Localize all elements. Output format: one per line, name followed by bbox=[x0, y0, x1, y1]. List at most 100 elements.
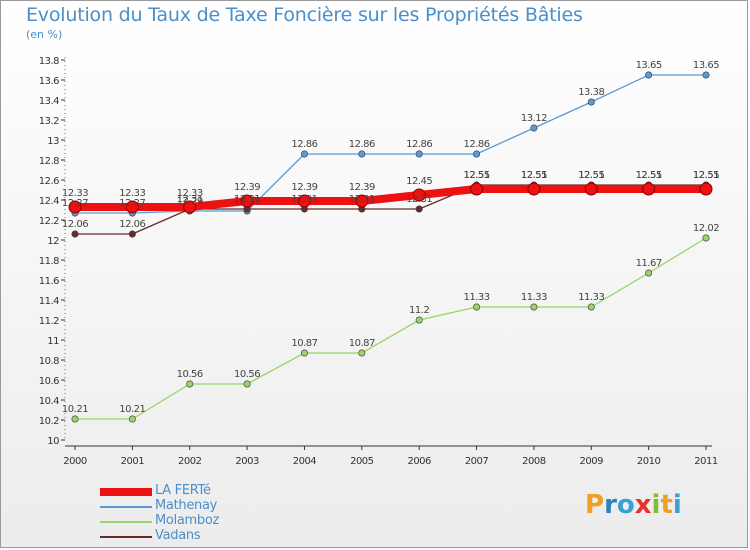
data-label-la-fert: 12.51 bbox=[636, 170, 662, 181]
series-line-molamboz bbox=[75, 237, 707, 420]
x-tick-label: 2011 bbox=[694, 456, 718, 467]
y-tick-label: 13 bbox=[47, 136, 59, 147]
data-point-molamboz bbox=[702, 234, 710, 242]
data-label-molamboz: 11.67 bbox=[636, 258, 662, 269]
logo-letter: i bbox=[651, 490, 661, 520]
data-label-mathenay: 12.29 bbox=[234, 196, 260, 207]
data-point-la-fert bbox=[412, 188, 426, 202]
data-point-la-fert bbox=[68, 200, 82, 214]
data-label-mathenay: 13.65 bbox=[636, 60, 662, 71]
y-tick-label: 10.8 bbox=[39, 356, 59, 367]
x-tick-label: 2010 bbox=[637, 456, 661, 467]
data-label-mathenay: 13.65 bbox=[693, 60, 719, 71]
y-tick-label: 11.4 bbox=[39, 296, 59, 307]
logo-letter: r bbox=[604, 490, 617, 520]
legend-label: Mathenay bbox=[155, 498, 218, 513]
data-label-vadans: 12.06 bbox=[62, 219, 88, 230]
x-tick-label: 2008 bbox=[522, 456, 546, 467]
data-label-molamboz: 10.56 bbox=[177, 369, 203, 380]
data-label-molamboz: 10.21 bbox=[62, 404, 88, 415]
data-point-vadans bbox=[71, 230, 79, 238]
x-tick-label: 2002 bbox=[178, 456, 202, 467]
logo-letter: i bbox=[672, 490, 682, 520]
data-label-mathenay: 12.86 bbox=[463, 139, 489, 150]
y-tick-label: 13.2 bbox=[39, 116, 59, 127]
y-tick-label: 12.4 bbox=[39, 196, 59, 207]
y-tick-label: 13.4 bbox=[39, 96, 59, 107]
data-label-vadans: 12.55 bbox=[463, 170, 489, 181]
y-tick-label: 13.8 bbox=[39, 56, 59, 67]
legend: LA FERTé Mathenay Molamboz Vadans bbox=[100, 483, 300, 544]
legend-swatch bbox=[100, 536, 152, 538]
x-tick-label: 2004 bbox=[293, 456, 317, 467]
logo-letter: o bbox=[616, 490, 635, 520]
logo-letter: x bbox=[634, 490, 652, 520]
data-point-la-fert bbox=[297, 194, 311, 208]
data-label-mathenay: 13.38 bbox=[578, 87, 604, 98]
data-label-la-fert: 12.51 bbox=[578, 170, 604, 181]
series-line-la-fert bbox=[75, 185, 706, 211]
data-point-mathenay bbox=[645, 71, 653, 79]
logo-letter: t bbox=[660, 490, 673, 520]
data-point-molamboz bbox=[71, 415, 79, 423]
data-point-molamboz bbox=[186, 380, 194, 388]
data-point-la-fert bbox=[642, 182, 656, 196]
series-la-fert bbox=[68, 182, 713, 214]
data-label-mathenay: 13.12 bbox=[521, 113, 547, 124]
data-point-mathenay bbox=[358, 150, 366, 158]
data-label-la-fert: 12.51 bbox=[521, 170, 547, 181]
logo-letter: P bbox=[585, 490, 605, 520]
y-tick-label: 10.2 bbox=[39, 416, 59, 427]
data-label-molamboz: 10.87 bbox=[349, 338, 375, 349]
data-label-vadans: 12.31 bbox=[406, 194, 432, 205]
data-label-la-fert: 12.39 bbox=[234, 182, 260, 193]
data-label-vadans: 12.31 bbox=[291, 194, 317, 205]
data-label-vadans: 12.31 bbox=[234, 194, 260, 205]
x-tick-label: 2006 bbox=[407, 456, 431, 467]
data-label-la-fert: 12.51 bbox=[693, 170, 719, 181]
y-unit-label: (en %) bbox=[26, 28, 63, 41]
data-label-mathenay: 12.86 bbox=[349, 139, 375, 150]
data-point-molamboz bbox=[645, 269, 653, 277]
data-label-mathenay: 12.27 bbox=[62, 198, 88, 209]
y-tick-label: 12 bbox=[47, 236, 59, 247]
data-point-mathenay bbox=[587, 98, 595, 106]
legend-item-vadans: Vadans bbox=[100, 528, 300, 544]
y-tick-label: 11 bbox=[47, 336, 59, 347]
data-point-la-fert bbox=[183, 200, 197, 214]
data-point-mathenay bbox=[473, 150, 481, 158]
legend-item-molamboz: Molamboz bbox=[100, 513, 300, 529]
chart-title: Evolution du Taux de Taxe Foncière sur l… bbox=[26, 4, 583, 26]
data-point-la-fert bbox=[125, 200, 139, 214]
legend-item-mathenay: Mathenay bbox=[100, 498, 300, 514]
y-tick-label: 12.2 bbox=[39, 216, 59, 227]
data-point-molamboz bbox=[243, 380, 251, 388]
y-tick-label: 11.2 bbox=[39, 316, 59, 327]
data-label-molamboz: 11.33 bbox=[521, 292, 547, 303]
data-point-molamboz bbox=[128, 415, 136, 423]
data-label-molamboz: 10.21 bbox=[119, 404, 145, 415]
data-label-la-fert: 12.51 bbox=[463, 170, 489, 181]
data-point-la-fert bbox=[527, 182, 541, 196]
data-label-la-fert: 12.45 bbox=[406, 176, 432, 187]
data-label-molamboz: 11.2 bbox=[409, 305, 429, 316]
data-label-vadans: 12.55 bbox=[636, 170, 662, 181]
data-point-la-fert bbox=[355, 194, 369, 208]
data-label-la-fert: 12.39 bbox=[349, 182, 375, 193]
data-point-la-fert bbox=[584, 182, 598, 196]
data-label-vadans: 12.55 bbox=[693, 170, 719, 181]
legend-swatch bbox=[100, 506, 152, 508]
legend-label: Vadans bbox=[155, 528, 201, 543]
data-label-molamboz: 10.56 bbox=[234, 369, 260, 380]
y-tick-label: 10.4 bbox=[39, 396, 59, 407]
y-tick-label: 12.6 bbox=[39, 176, 59, 187]
data-point-mathenay bbox=[530, 124, 538, 132]
data-point-molamboz bbox=[530, 303, 538, 311]
data-label-mathenay: 12.29 bbox=[177, 196, 203, 207]
x-tick-label: 2000 bbox=[63, 456, 87, 467]
data-point-mathenay bbox=[300, 150, 308, 158]
data-label-la-fert: 12.33 bbox=[177, 188, 203, 199]
data-label-la-fert: 12.39 bbox=[291, 182, 317, 193]
data-label-mathenay: 12.86 bbox=[406, 139, 432, 150]
